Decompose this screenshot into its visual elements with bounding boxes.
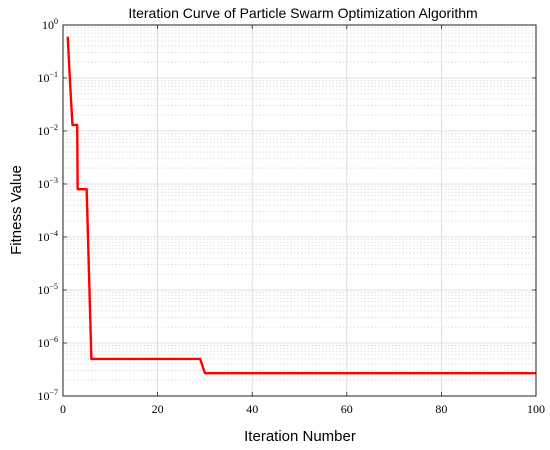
y-tick-exponent: −3 <box>49 176 58 185</box>
y-tick-exponent: −7 <box>49 388 58 397</box>
y-tick-base: 10 <box>37 230 49 244</box>
chart-title: Iteration Curve of Particle Swarm Optimi… <box>128 5 477 21</box>
x-tick-label: 80 <box>435 402 447 416</box>
y-tick-exponent: −2 <box>49 123 58 132</box>
y-tick-label: 10−3 <box>37 176 58 191</box>
y-tick-label: 10−1 <box>37 70 58 85</box>
y-tick-label: 100 <box>42 17 58 32</box>
y-tick-exponent: −5 <box>49 282 58 291</box>
y-tick-label: 10−6 <box>37 335 58 350</box>
series-line-1 <box>66 36 536 375</box>
y-tick-base: 10 <box>37 283 49 297</box>
y-tick-base: 10 <box>37 336 49 350</box>
y-tick-label: 10−4 <box>37 229 58 244</box>
plot-area <box>63 25 536 396</box>
y-tick-label: 10−2 <box>37 123 58 138</box>
y-tick-base: 10 <box>37 71 49 85</box>
y-tick-base: 10 <box>37 177 49 191</box>
y-tick-exponent: −1 <box>49 70 58 79</box>
x-tick-label: 20 <box>152 402 164 416</box>
y-tick-base: 10 <box>37 124 49 138</box>
x-tick-label: 40 <box>246 402 258 416</box>
y-tick-exponent: −4 <box>49 229 58 238</box>
y-tick-label: 10−5 <box>37 282 58 297</box>
x-tick-label: 60 <box>341 402 353 416</box>
x-ticks: 0 20 40 60 80 100 <box>60 25 545 416</box>
data-lines <box>66 36 536 375</box>
x-axis-label: Iteration Number <box>244 428 356 445</box>
y-tick-base: 10 <box>37 389 49 403</box>
plot-frame <box>62 24 537 397</box>
y-tick-label: 10−7 <box>37 388 58 403</box>
y-axis-label: Fitness Value <box>8 165 25 255</box>
y-tick-exponent: 0 <box>54 17 58 26</box>
y-tick-exponent: −6 <box>49 335 58 344</box>
y-tick-base: 10 <box>42 18 54 32</box>
x-tick-label: 0 <box>60 402 66 416</box>
x-tick-label: 100 <box>527 402 545 416</box>
